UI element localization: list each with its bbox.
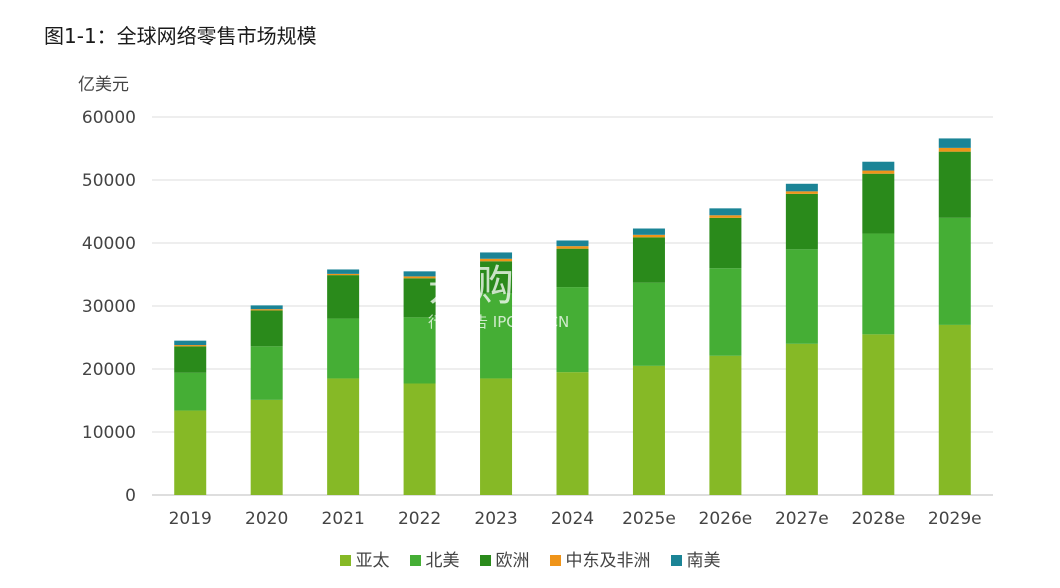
bar-segment [632,365,665,495]
bar-segment [250,346,283,400]
bar-segment [938,147,971,152]
y-tick-label: 20000 [82,360,136,380]
x-tick-label: 2023 [474,509,517,529]
chart-legend: 亚太 北美 欧洲 中东及非洲 南美 [0,546,1060,571]
bar-segment [938,324,971,495]
y-tick-label: 10000 [82,423,136,443]
x-tick-label: 2027e [775,509,829,529]
bar-segment [327,269,360,274]
bar-segment [862,161,895,171]
legend-item: 亚太 [339,546,390,571]
y-axis-unit-label: 亿美元 [78,75,129,95]
x-tick-label: 2022 [398,509,441,529]
bar-segment [327,318,360,379]
legend-item: 南美 [670,546,721,571]
legend-label: 南美 [686,551,721,571]
bar-segment [250,310,283,347]
bar-segment [862,334,895,495]
bar-segment [327,275,360,319]
bar-segment [403,383,436,495]
bar-segment [480,258,513,262]
x-tick-label: 2029e [928,509,982,529]
legend-swatch [479,555,491,566]
legend-item: 欧洲 [479,546,530,571]
legend-swatch [409,555,421,566]
bar-segment [785,183,818,192]
bar-segment [556,287,589,373]
bar-segment [174,410,207,495]
y-axis-ticks: 0 10000 20000 30000 40000 50000 60000 [82,108,136,506]
bar-segment [938,151,971,218]
x-axis-ticks: 2019 2020 2021 2022 2023 2024 2025e 2026e 2027e 2… [169,509,982,529]
legend-swatch [549,555,561,566]
bar-segment [480,261,513,294]
bar-segment [174,340,207,346]
bar-segment [632,234,665,238]
x-tick-label: 2026e [699,509,753,529]
bar-segment [785,191,818,194]
x-tick-label: 2028e [851,509,905,529]
bar-segment [403,317,436,384]
bar-segment [250,399,283,495]
bar-segment [174,345,207,347]
bar-segment [250,305,283,310]
x-tick-label: 2024 [551,509,594,529]
bar-segment [785,343,818,495]
bar-segment [480,252,513,259]
x-tick-label: 2021 [322,509,365,529]
legend-label: 欧洲 [495,551,530,571]
chart-title: 图1-1：全球网络零售市场规模 [44,24,317,48]
legend-swatch [670,555,682,566]
bar-segment [480,293,513,379]
y-tick-label: 40000 [82,234,136,254]
y-tick-label: 50000 [82,171,136,191]
bar-segment [632,228,665,235]
bar-segment [862,233,895,335]
x-tick-label: 2020 [245,509,288,529]
legend-label: 北美 [425,551,460,571]
bar-segment [556,246,589,249]
bar-segment [632,237,665,283]
legend-label: 中东及非洲 [565,551,651,571]
bar-segment [938,138,971,148]
y-tick-label: 30000 [82,297,136,317]
legend-item: 北美 [409,546,460,571]
y-tick-label: 60000 [82,108,136,128]
bar-segment [709,268,742,356]
bar-segment [403,276,436,279]
bar-segment [174,346,207,373]
legend-swatch [339,555,351,566]
bar-segment [938,217,971,325]
legend-label: 亚太 [355,551,390,571]
x-tick-label: 2025e [622,509,676,529]
bar-segment [709,208,742,216]
bar-segment [632,282,665,366]
x-tick-label: 2019 [169,509,212,529]
legend-item: 中东及非洲 [549,546,651,571]
bar-segment [250,309,283,311]
bar-segment [709,215,742,218]
y-tick-label: 0 [125,486,136,506]
bar-segment [556,372,589,495]
bar-segment [327,378,360,495]
bar-segment [403,271,436,277]
bar-segment [785,249,818,344]
bar-segment [480,378,513,495]
stacked-bar-chart: 0 10000 20000 30000 40000 50000 60000 2019 2020… [82,108,993,529]
bar-segment [862,173,895,234]
bar-segment [556,240,589,247]
bar-segment [403,278,436,318]
bars [174,138,971,495]
bar-segment [327,273,360,276]
bar-segment [862,170,895,174]
bar-segment [709,217,742,269]
bar-segment [174,372,207,411]
bar-segment [556,248,589,288]
bar-segment [785,193,818,250]
bar-segment [709,355,742,495]
